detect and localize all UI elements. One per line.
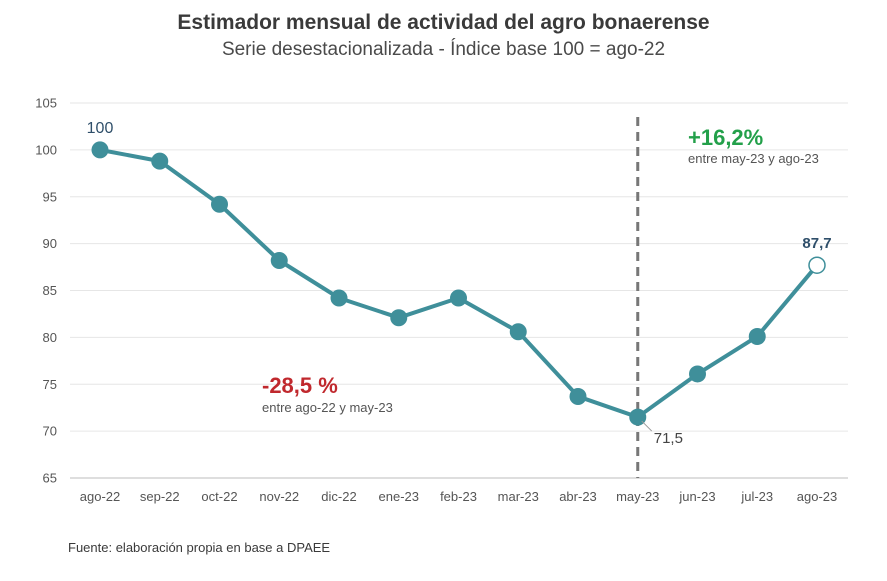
- data-point: [151, 152, 169, 170]
- y-tick-label: 75: [43, 377, 57, 392]
- data-label-first: 100: [87, 120, 114, 137]
- min-label-leader-line: [641, 420, 653, 432]
- series-line: [98, 147, 819, 420]
- data-label-min: 71,5: [654, 430, 683, 447]
- data-label-last: 87,7: [802, 235, 831, 252]
- rise-description: entre may-23 y ago-23: [688, 151, 819, 166]
- rise-percent-annotation: +16,2%: [688, 125, 763, 150]
- decline-percent-annotation: -28,5 %: [262, 373, 338, 398]
- y-tick-label: 90: [43, 236, 57, 251]
- data-point: [91, 141, 109, 159]
- x-tick-label: abr-23: [559, 489, 597, 504]
- data-point: [211, 195, 228, 213]
- y-tick-label: 65: [43, 471, 57, 486]
- x-tick-label: may-23: [616, 489, 659, 504]
- data-point: [270, 252, 288, 269]
- x-tick-label: jun-23: [678, 489, 715, 504]
- x-tick-label: nov-22: [259, 489, 299, 504]
- chart-title: Estimador mensual de actividad del agro …: [177, 11, 710, 34]
- y-tick-label: 70: [43, 424, 57, 439]
- source-note: Fuente: elaboración propia en base a DPA…: [68, 540, 331, 555]
- y-tick-label: 100: [35, 142, 57, 157]
- data-point: [569, 387, 587, 405]
- x-tick-label: ene-23: [379, 489, 419, 504]
- data-point: [450, 289, 467, 307]
- x-tick-label: oct-22: [201, 489, 237, 504]
- x-tick-label: feb-23: [440, 489, 477, 504]
- y-tick-label: 95: [43, 189, 57, 204]
- chart-subtitle: Serie desestacionalizada - Índice base 1…: [221, 39, 666, 60]
- data-point: [390, 309, 408, 327]
- data-point: [748, 327, 766, 345]
- x-tick-label: jul-23: [740, 489, 773, 504]
- y-tick-label: 105: [35, 96, 57, 111]
- y-tick-label: 85: [43, 283, 57, 298]
- x-tick-label: ago-22: [80, 489, 120, 504]
- x-tick-label: ago-23: [797, 489, 837, 504]
- data-point-last: [808, 256, 826, 274]
- data-point: [689, 365, 706, 383]
- x-tick-label: mar-23: [498, 489, 539, 504]
- decline-description: entre ago-22 y may-23: [262, 400, 393, 415]
- y-tick-label: 80: [43, 330, 57, 345]
- data-point: [330, 289, 348, 307]
- x-tick-label: dic-22: [321, 489, 356, 504]
- x-tick-label: sep-22: [140, 489, 180, 504]
- data-point: [509, 323, 527, 341]
